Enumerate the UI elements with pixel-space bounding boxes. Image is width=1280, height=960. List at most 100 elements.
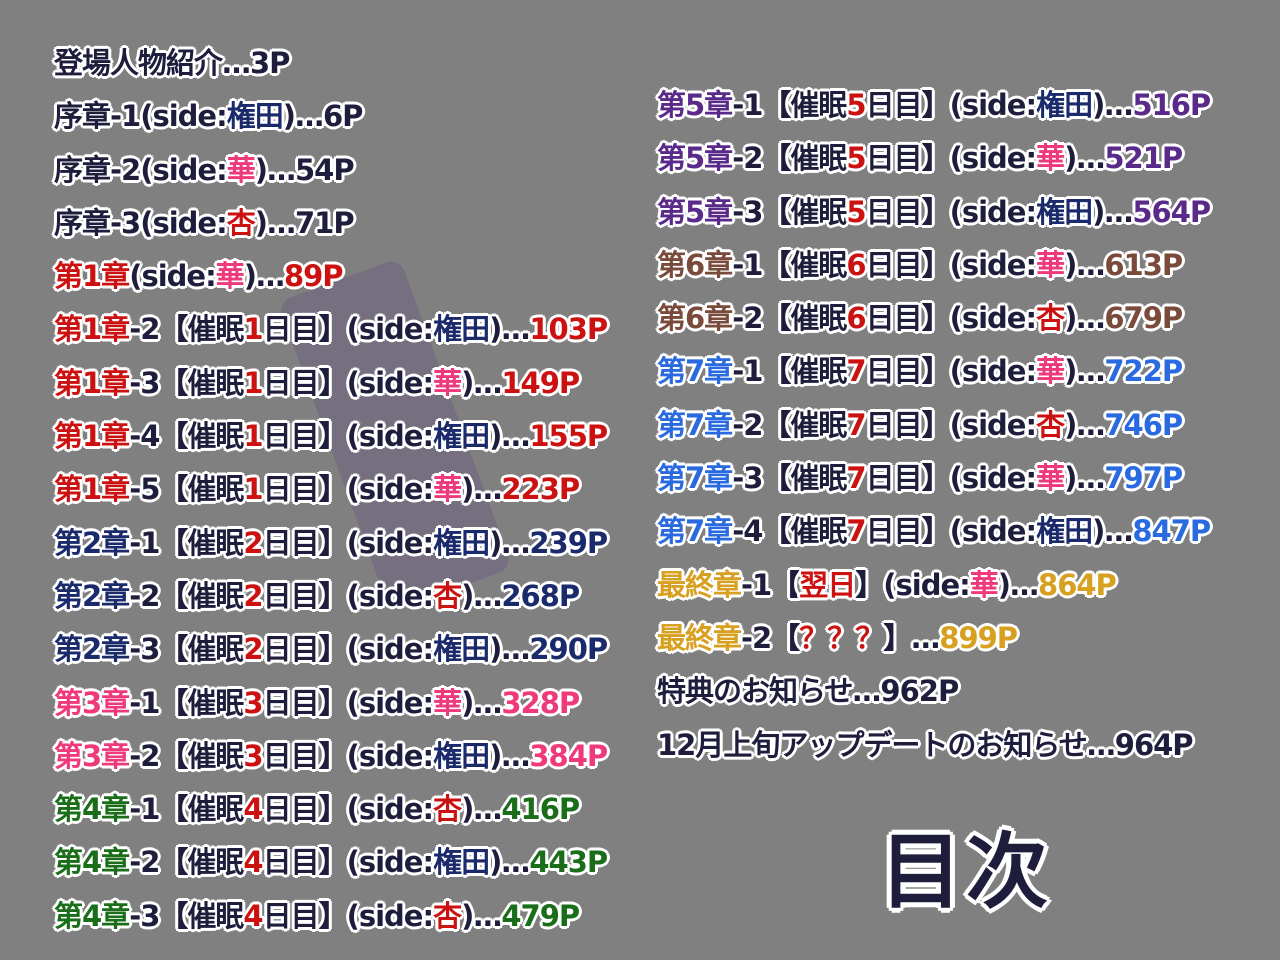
toc-entry: 登場人物紹介…3P	[54, 40, 607, 93]
toc-entry-segment: 6	[846, 247, 866, 282]
toc-entry-segment: )…	[1064, 461, 1105, 496]
toc-entry: 第7章-4【催眠7日目】(side:権田)…847P	[657, 508, 1211, 561]
toc-entry-segment: 華	[1036, 461, 1065, 496]
toc-entry: 特典のお知らせ…962P	[657, 668, 1210, 721]
toc-entry-segment: 権田	[433, 419, 490, 454]
toc-entry-segment: 479P	[501, 898, 580, 933]
toc-entry: 12月上旬アップデートのお知らせ…964P	[657, 722, 1210, 775]
toc-entry-segment: 杏	[1036, 407, 1065, 442]
toc-entry-segment: -2【	[741, 620, 800, 655]
toc-entry-segment: 384P	[529, 738, 608, 773]
toc-entry-segment: 最終章	[657, 620, 742, 655]
toc-entry-segment: -1【催眠	[732, 88, 847, 122]
toc-entry-segment: 149P	[501, 365, 580, 400]
toc-entry-segment: 722P	[1104, 354, 1183, 389]
toc-entry-segment: )…	[1092, 514, 1133, 549]
toc-entry-segment: 443P	[529, 845, 608, 880]
toc-entry-segment: )…	[1064, 247, 1105, 282]
toc-entry-segment: 第2章	[54, 632, 130, 667]
toc-entry-segment: 1	[243, 472, 263, 507]
toc-entry-segment: -1【催眠	[129, 792, 244, 827]
toc-entry-segment: 華	[969, 567, 999, 602]
toc-entry-segment: )…71P	[254, 205, 355, 240]
toc-entry: 第4章-3【催眠4日目】(side:杏)…479P	[54, 893, 607, 946]
toc-entry-segment: 7	[846, 514, 866, 549]
toc-entry: 第2章-3【催眠2日目】(side:権田)…290P	[54, 626, 608, 679]
toc-entry: 第7章-2【催眠7日目】(side:杏)…746P	[657, 402, 1210, 455]
toc-entry-segment: 杏	[433, 578, 462, 613]
toc-entry-segment: 日目】(side:	[865, 407, 1037, 442]
toc-entry-segment: 序章-3(side:	[54, 205, 228, 240]
toc-entry-segment: )…	[489, 845, 530, 880]
toc-entry-segment: 268P	[501, 578, 580, 613]
toc-entry-segment: 第2章	[54, 525, 130, 560]
toc-entry-segment: 権田	[1036, 514, 1093, 549]
page-title: 目次	[880, 825, 1053, 920]
toc-entry-segment: )…54P	[254, 152, 355, 187]
toc-entry-segment: 613P	[1104, 247, 1183, 282]
toc-entry: 第5章-1【催眠5日目】(side:権田)…516P	[657, 82, 1211, 135]
toc-entry-segment: -1【催眠	[129, 525, 244, 560]
toc-entry: 第7章-1【催眠7日目】(side:華)…722P	[657, 348, 1210, 401]
toc-entry-segment: 第7章	[657, 514, 733, 549]
toc-entry-segment: )…	[489, 525, 530, 560]
toc-entry-segment: 登場人物紹介…3P	[54, 46, 290, 80]
toc-entry-segment: 第1章	[54, 259, 130, 294]
toc-entry: 第4章-1【催眠4日目】(side:杏)…416P	[54, 786, 607, 839]
toc-entry-segment: 権田	[1036, 88, 1093, 122]
toc-entry: 最終章-1【翌日】(side:華)…864P	[657, 562, 1210, 615]
toc-entry-segment: 日目】(side:	[262, 578, 434, 613]
toc-entry-segment: 797P	[1104, 461, 1183, 496]
toc-entry: 序章-2(side:華)…54P	[54, 147, 607, 200]
toc-entry-segment: 日目】(side:	[865, 514, 1037, 549]
toc-entry-segment: 日目】(side:	[262, 419, 434, 454]
toc-entry-segment: 7	[846, 461, 866, 496]
toc-entry-segment: 155P	[529, 419, 608, 454]
toc-entry-segment: 華	[433, 685, 462, 720]
toc-entry-segment: 679P	[1104, 301, 1183, 336]
toc-entry-segment: 日目】(side:	[865, 194, 1037, 229]
toc-entry-segment: -3【催眠	[129, 365, 244, 400]
toc-entry-segment: -3【催眠	[732, 461, 847, 496]
toc-entry-segment: )…	[1064, 141, 1105, 176]
toc-entry-segment: 華	[215, 259, 245, 294]
toc-entry-segment: )…	[461, 685, 502, 720]
toc-entry-segment: 第4章	[54, 845, 130, 880]
toc-entry-segment: 権田	[226, 99, 284, 134]
toc-entry-segment: 日目】(side:	[865, 301, 1037, 336]
toc-entry-segment: -5【催眠	[129, 472, 244, 507]
toc-entry: 序章-3(side:杏)…71P	[54, 200, 607, 253]
toc-entry-segment: 杏	[433, 898, 462, 933]
toc-entry-segment: 7	[846, 354, 866, 389]
toc-entry-segment: 日目】(side:	[262, 525, 434, 560]
toc-entry: 第7章-3【催眠7日目】(side:華)…797P	[657, 455, 1210, 508]
toc-entry-segment: -2【催眠	[129, 738, 244, 773]
toc-entry-segment: 日目】(side:	[262, 845, 434, 880]
toc-entry-segment: 華	[1036, 247, 1065, 282]
toc-entry-segment: )…	[1064, 301, 1105, 336]
toc-entry-segment: 権田	[1036, 194, 1093, 229]
toc-entry-segment: 序章-2(side:	[54, 152, 228, 187]
toc-entry-segment: 第2章	[54, 578, 130, 613]
toc-entry-segment: 12月上旬アップデートのお知らせ…964P	[657, 727, 1194, 762]
toc-entry: 第5章-3【催眠5日目】(side:権田)…564P	[657, 189, 1211, 242]
toc-entry-segment: 2	[243, 632, 263, 667]
toc-entry-segment: 516P	[1132, 88, 1211, 122]
toc-entry-segment: 6	[846, 301, 866, 336]
toc-entry-segment: 899P	[939, 620, 1018, 655]
toc-entry-segment: ？？？	[799, 620, 884, 655]
toc-entry-segment: -2【催眠	[732, 407, 847, 442]
toc-entry: 第3章-1【催眠3日目】(side:華)…328P	[54, 680, 607, 733]
toc-entry-segment: 日目】(side:	[865, 354, 1037, 389]
toc-entry-segment: 華	[1036, 141, 1065, 176]
toc-entry-segment: )…	[461, 898, 502, 933]
toc-entry-segment: 103P	[529, 312, 608, 347]
toc-entry-segment: 1	[243, 312, 263, 347]
toc-entry: 第1章-3【催眠1日目】(side:華)…149P	[54, 360, 607, 413]
toc-entry-segment: 日目】(side:	[865, 88, 1037, 122]
toc-entry-segment: 223P	[501, 472, 580, 507]
toc-entry-segment: -1【	[741, 567, 800, 602]
toc-entry-segment: 4	[243, 845, 263, 880]
toc-entry-segment: 5	[846, 141, 866, 176]
toc-entry-segment: 第1章	[54, 312, 130, 347]
